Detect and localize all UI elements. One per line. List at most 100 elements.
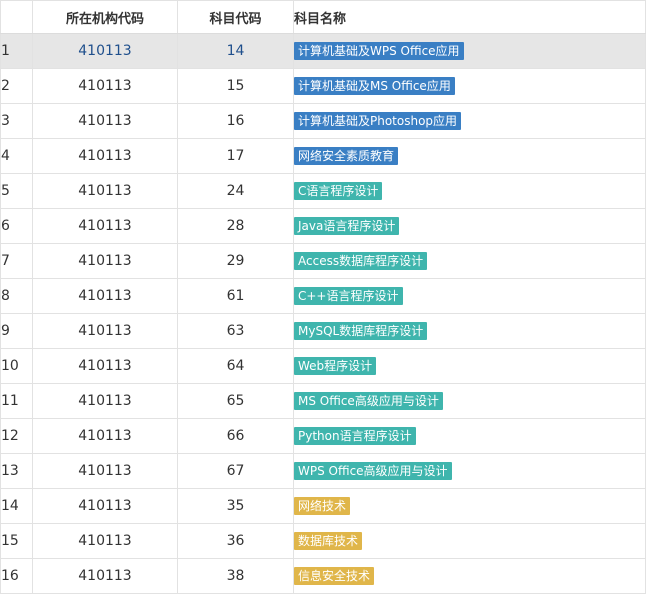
header-org-code[interactable]: 所在机构代码: [32, 0, 178, 34]
row-index: 14: [0, 488, 33, 524]
subject-name-cell[interactable]: 计算机基础及MS Office应用: [293, 68, 646, 104]
subject-name-cell[interactable]: 网络技术: [293, 488, 646, 524]
subject-name-cell[interactable]: 数据库技术: [293, 523, 646, 559]
table-row[interactable]: 2 410113 15 计算机基础及MS Office应用: [0, 68, 646, 104]
subject-name-tag: Python语言程序设计: [294, 427, 416, 445]
header-index: [0, 0, 33, 34]
subject-code-cell[interactable]: 67: [177, 453, 294, 489]
subject-name-tag: C语言程序设计: [294, 182, 383, 200]
row-index: 13: [0, 453, 33, 489]
row-index: 7: [0, 243, 33, 279]
row-index: 1: [0, 33, 33, 69]
table-row[interactable]: 5 410113 24 C语言程序设计: [0, 173, 646, 209]
org-code-cell[interactable]: 410113: [32, 488, 178, 524]
subject-name-tag: 计算机基础及Photoshop应用: [294, 112, 462, 130]
org-code-cell[interactable]: 410113: [32, 243, 178, 279]
header-subject-name[interactable]: 科目名称: [293, 0, 646, 34]
subject-name-tag: 网络技术: [294, 497, 351, 515]
row-index: 12: [0, 418, 33, 454]
subject-code-cell[interactable]: 36: [177, 523, 294, 559]
table-body: 1 410113 14 计算机基础及WPS Office应用 2 410113 15 计算机基…: [0, 33, 646, 594]
row-index: 6: [0, 208, 33, 244]
subject-name-tag: Java语言程序设计: [294, 217, 400, 235]
org-code-cell[interactable]: 410113: [32, 383, 178, 419]
subject-name-cell[interactable]: C语言程序设计: [293, 173, 646, 209]
subject-code-cell[interactable]: 29: [177, 243, 294, 279]
subject-code-cell[interactable]: 15: [177, 68, 294, 104]
table-row[interactable]: 4 410113 17 网络安全素质教育: [0, 138, 646, 174]
row-index: 2: [0, 68, 33, 104]
subject-name-cell[interactable]: Python语言程序设计: [293, 418, 646, 454]
table-row[interactable]: 1 410113 14 计算机基础及WPS Office应用: [0, 33, 646, 69]
subject-name-cell[interactable]: MySQL数据库程序设计: [293, 313, 646, 349]
table-row[interactable]: 3 410113 16 计算机基础及Photoshop应用: [0, 103, 646, 139]
subject-code-cell[interactable]: 16: [177, 103, 294, 139]
table-row[interactable]: 13 410113 67 WPS Office高级应用与设计: [0, 453, 646, 489]
subject-code-cell[interactable]: 28: [177, 208, 294, 244]
subject-name-cell[interactable]: Access数据库程序设计: [293, 243, 646, 279]
org-code-cell[interactable]: 410113: [32, 68, 178, 104]
subject-code-cell[interactable]: 35: [177, 488, 294, 524]
subject-name-tag: MS Office高级应用与设计: [294, 392, 443, 410]
table-row[interactable]: 7 410113 29 Access数据库程序设计: [0, 243, 646, 279]
org-code-cell[interactable]: 410113: [32, 313, 178, 349]
table-row[interactable]: 16 410113 38 信息安全技术: [0, 558, 646, 594]
table-row[interactable]: 14 410113 35 网络技术: [0, 488, 646, 524]
table-row[interactable]: 10 410113 64 Web程序设计: [0, 348, 646, 384]
subject-name-tag: MySQL数据库程序设计: [294, 322, 428, 340]
subject-name-cell[interactable]: Web程序设计: [293, 348, 646, 384]
row-index: 9: [0, 313, 33, 349]
row-index: 15: [0, 523, 33, 559]
table-row[interactable]: 6 410113 28 Java语言程序设计: [0, 208, 646, 244]
subject-name-tag: 计算机基础及MS Office应用: [294, 77, 455, 95]
subject-code-cell[interactable]: 61: [177, 278, 294, 314]
subject-name-cell[interactable]: 信息安全技术: [293, 558, 646, 594]
subject-name-cell[interactable]: C++语言程序设计: [293, 278, 646, 314]
row-index: 5: [0, 173, 33, 209]
subject-code-cell[interactable]: 24: [177, 173, 294, 209]
org-code-cell[interactable]: 410113: [32, 208, 178, 244]
subject-name-tag: 数据库技术: [294, 532, 363, 550]
subject-name-cell[interactable]: Java语言程序设计: [293, 208, 646, 244]
table-row[interactable]: 15 410113 36 数据库技术: [0, 523, 646, 559]
table-row[interactable]: 12 410113 66 Python语言程序设计: [0, 418, 646, 454]
org-code-cell[interactable]: 410113: [32, 523, 178, 559]
subject-code-cell[interactable]: 65: [177, 383, 294, 419]
org-code-cell[interactable]: 410113: [32, 173, 178, 209]
subject-name-cell[interactable]: MS Office高级应用与设计: [293, 383, 646, 419]
row-index: 8: [0, 278, 33, 314]
row-index: 3: [0, 103, 33, 139]
org-code-cell[interactable]: 410113: [32, 418, 178, 454]
subject-name-tag: 网络安全素质教育: [294, 147, 399, 165]
subject-code-cell[interactable]: 63: [177, 313, 294, 349]
subject-code-cell[interactable]: 17: [177, 138, 294, 174]
org-code-cell[interactable]: 410113: [32, 103, 178, 139]
org-code-cell[interactable]: 410113: [32, 138, 178, 174]
org-code-cell[interactable]: 410113: [32, 348, 178, 384]
row-index: 16: [0, 558, 33, 594]
subject-code-cell[interactable]: 14: [177, 33, 294, 69]
table-header: 所在机构代码 科目代码 科目名称: [0, 0, 646, 34]
table-row[interactable]: 11 410113 65 MS Office高级应用与设计: [0, 383, 646, 419]
header-row: 所在机构代码 科目代码 科目名称: [0, 0, 646, 34]
subject-name-cell[interactable]: 计算机基础及WPS Office应用: [293, 33, 646, 69]
subject-name-tag: C++语言程序设计: [294, 287, 403, 305]
org-code-cell[interactable]: 410113: [32, 33, 178, 69]
org-code-cell[interactable]: 410113: [32, 453, 178, 489]
subject-code-cell[interactable]: 64: [177, 348, 294, 384]
table-row[interactable]: 9 410113 63 MySQL数据库程序设计: [0, 313, 646, 349]
subject-code-cell[interactable]: 38: [177, 558, 294, 594]
subject-code-cell[interactable]: 66: [177, 418, 294, 454]
header-subject-code[interactable]: 科目代码: [177, 0, 294, 34]
org-code-cell[interactable]: 410113: [32, 558, 178, 594]
subject-name-tag: 计算机基础及WPS Office应用: [294, 42, 464, 60]
org-code-cell[interactable]: 410113: [32, 278, 178, 314]
subject-name-cell[interactable]: 网络安全素质教育: [293, 138, 646, 174]
subject-name-tag: Access数据库程序设计: [294, 252, 428, 270]
row-index: 10: [0, 348, 33, 384]
subject-name-cell[interactable]: 计算机基础及Photoshop应用: [293, 103, 646, 139]
table-row[interactable]: 8 410113 61 C++语言程序设计: [0, 278, 646, 314]
subject-name-cell[interactable]: WPS Office高级应用与设计: [293, 453, 646, 489]
subject-name-tag: WPS Office高级应用与设计: [294, 462, 452, 480]
